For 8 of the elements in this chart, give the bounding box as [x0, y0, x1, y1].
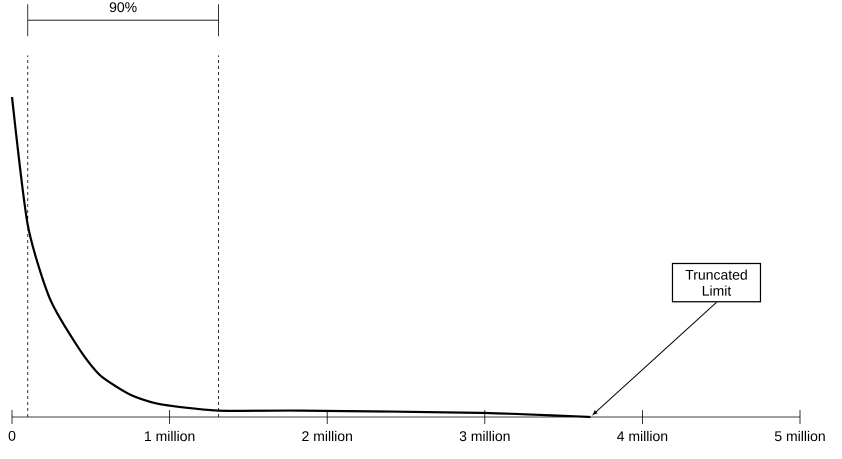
x-tick-label: 2 million — [302, 430, 352, 442]
x-tick-label: 1 million — [144, 430, 194, 442]
annotation: Truncated Limit — [686, 269, 747, 296]
x-tick-label: 4 million — [617, 430, 668, 442]
x-tick-label: 0 — [8, 430, 16, 441]
x-tick-label: 5 million — [774, 430, 825, 442]
text: 90% — [110, 2, 137, 12]
x-tick-label: 3 million — [460, 430, 510, 442]
